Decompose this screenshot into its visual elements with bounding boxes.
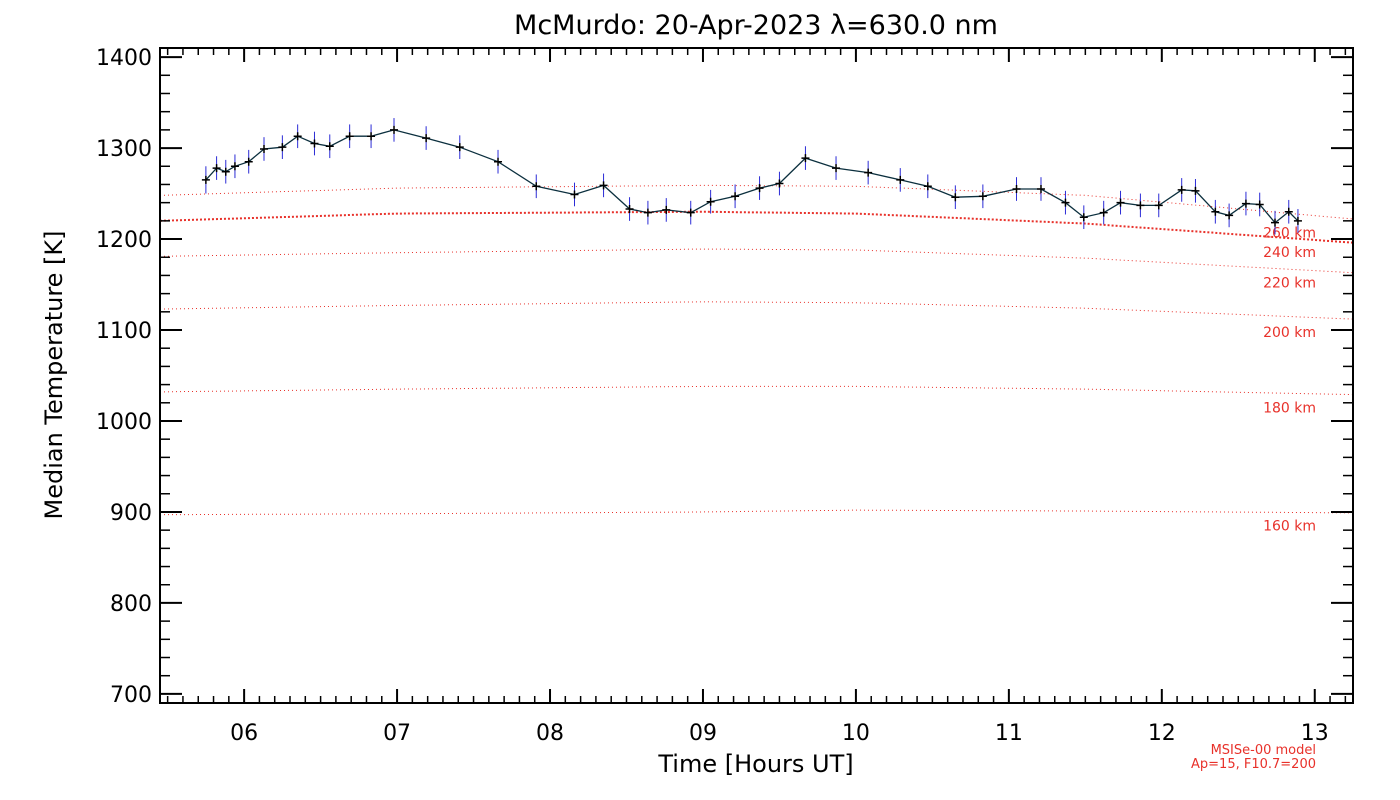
data-point bbox=[706, 197, 715, 206]
data-point bbox=[755, 184, 764, 193]
model-curve-240-km bbox=[159, 210, 1354, 244]
data-point bbox=[662, 205, 671, 214]
x-tick-label: 09 bbox=[689, 721, 717, 746]
model-curve-200-km bbox=[159, 301, 1354, 320]
data-point bbox=[455, 143, 464, 152]
x-tick-label: 12 bbox=[1148, 721, 1176, 746]
data-point bbox=[1116, 198, 1125, 207]
data-point bbox=[1079, 213, 1088, 222]
x-tick-label: 08 bbox=[536, 721, 564, 746]
data-point bbox=[570, 190, 579, 199]
model-curve-180-km bbox=[159, 385, 1354, 396]
y-axis-label: Median Temperature [K] bbox=[40, 230, 68, 519]
x-tick-label: 11 bbox=[995, 721, 1023, 746]
y-tick-label: 1400 bbox=[96, 46, 152, 71]
data-point bbox=[212, 164, 221, 173]
data-point bbox=[686, 208, 695, 217]
plot-frame bbox=[159, 47, 1354, 704]
data-point bbox=[345, 132, 354, 141]
data-point bbox=[599, 181, 608, 190]
data-point bbox=[1293, 216, 1302, 225]
data-point bbox=[244, 157, 253, 166]
data-point bbox=[978, 192, 987, 201]
data-point bbox=[923, 182, 932, 191]
y-tick-label: 800 bbox=[110, 592, 152, 617]
x-axis-label: Time [Hours UT] bbox=[657, 750, 853, 778]
y-tick-label: 700 bbox=[110, 683, 152, 708]
model-label-160-km: 160 km bbox=[1263, 519, 1316, 535]
data-point bbox=[1211, 207, 1220, 216]
y-tick-label: 1200 bbox=[96, 228, 152, 253]
data-point bbox=[775, 179, 784, 188]
y-tick-label: 900 bbox=[110, 501, 152, 526]
data-point bbox=[1012, 185, 1021, 194]
data-point bbox=[293, 132, 302, 141]
model-note-name: MSISe-00 model bbox=[1211, 743, 1316, 758]
series-line bbox=[205, 129, 1299, 224]
data-point bbox=[532, 182, 541, 191]
model-curve-160-km bbox=[159, 509, 1354, 516]
data-point bbox=[260, 144, 269, 153]
data-point bbox=[1225, 211, 1234, 220]
data-point bbox=[1271, 218, 1279, 227]
data-point bbox=[864, 168, 873, 177]
data-point bbox=[390, 125, 399, 134]
x-tick-label: 10 bbox=[842, 721, 870, 746]
data-point bbox=[278, 143, 287, 152]
data-point bbox=[832, 164, 841, 173]
model-label-200-km: 200 km bbox=[1263, 325, 1316, 341]
model-label-220-km: 220 km bbox=[1263, 276, 1316, 292]
model-curve-260-km bbox=[159, 184, 1354, 220]
data-series bbox=[201, 118, 1302, 235]
data-point bbox=[1036, 185, 1045, 194]
model-altitude-labels: 260 km 240 km 220 km 200 km 180 km 160 km bbox=[1263, 226, 1316, 535]
model-note-params: Ap=15, F10.7=200 bbox=[1191, 757, 1316, 772]
data-point bbox=[1061, 198, 1070, 207]
data-point bbox=[325, 142, 334, 151]
data-point bbox=[494, 157, 503, 166]
model-label-180-km: 180 km bbox=[1263, 400, 1316, 416]
x-tick-label: 06 bbox=[230, 721, 258, 746]
model-label-260-km: 260 km bbox=[1263, 226, 1316, 242]
axis-tick-labels: 06 07 08 09 10 11 12 13 700 800 900 1000 1100 1200 130… bbox=[96, 46, 1329, 746]
data-point bbox=[1241, 199, 1250, 208]
model-label-240-km: 240 km bbox=[1263, 245, 1316, 261]
data-point bbox=[1136, 201, 1145, 210]
data-point bbox=[625, 205, 634, 214]
y-tick-label: 1000 bbox=[96, 410, 152, 435]
y-tick-label: 1100 bbox=[96, 319, 152, 344]
data-point bbox=[230, 162, 239, 171]
data-point bbox=[1255, 200, 1264, 209]
chart-title: McMurdo: 20-Apr-2023 λ=630.0 nm bbox=[514, 10, 998, 41]
data-point bbox=[367, 132, 376, 141]
data-point bbox=[422, 134, 431, 143]
model-curves bbox=[159, 184, 1354, 516]
data-point bbox=[801, 154, 810, 163]
data-point bbox=[221, 167, 230, 176]
data-point bbox=[1099, 208, 1108, 217]
model-curve-220-km bbox=[159, 248, 1354, 274]
data-point bbox=[1191, 186, 1200, 195]
data-point bbox=[310, 139, 319, 148]
data-point bbox=[1177, 185, 1186, 194]
data-point bbox=[731, 192, 740, 201]
data-point bbox=[201, 175, 210, 184]
data-point bbox=[951, 193, 960, 202]
data-point bbox=[896, 175, 905, 184]
data-point bbox=[1284, 207, 1293, 216]
data-point bbox=[643, 208, 652, 217]
data-point bbox=[1154, 201, 1163, 210]
axis-ticks bbox=[160, 48, 1353, 703]
x-tick-label: 13 bbox=[1301, 721, 1329, 746]
x-tick-label: 07 bbox=[383, 721, 411, 746]
y-tick-label: 1300 bbox=[96, 137, 152, 162]
